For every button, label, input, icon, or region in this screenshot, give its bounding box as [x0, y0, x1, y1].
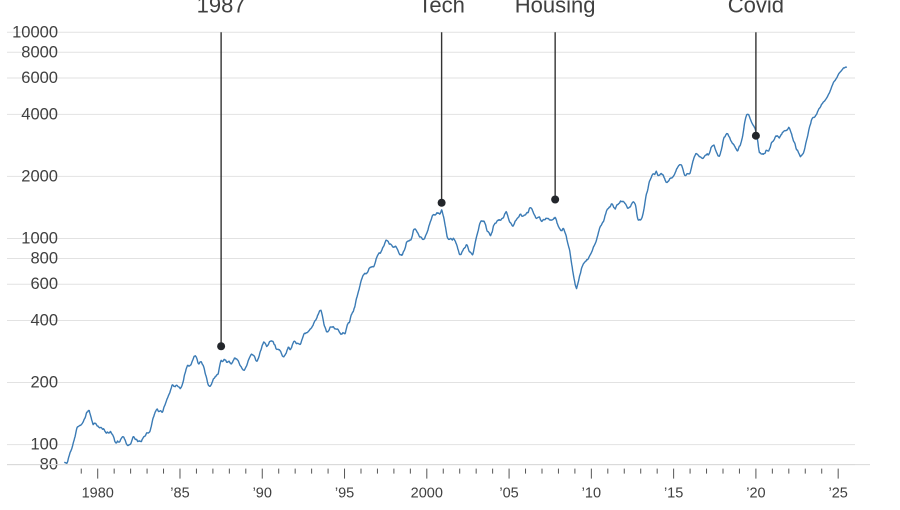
svg-text:6000: 6000	[21, 69, 58, 87]
svg-text:2000: 2000	[21, 167, 58, 185]
svg-text:4000: 4000	[21, 105, 58, 123]
svg-text:’20: ’20	[746, 486, 765, 502]
svg-text:’10: ’10	[582, 486, 601, 502]
svg-text:400: 400	[30, 312, 58, 330]
svg-text:8000: 8000	[21, 43, 58, 61]
svg-text:2000: 2000	[411, 486, 443, 502]
svg-text:Covid: Covid	[728, 0, 784, 18]
svg-text:Housing: Housing	[515, 0, 596, 18]
svg-text:’95: ’95	[335, 486, 354, 502]
svg-text:’85: ’85	[170, 486, 189, 502]
svg-text:’90: ’90	[253, 486, 272, 502]
svg-text:’05: ’05	[499, 486, 518, 502]
svg-text:800: 800	[30, 249, 58, 267]
svg-text:1987: 1987	[197, 0, 246, 18]
svg-text:100: 100	[30, 436, 58, 454]
svg-text:200: 200	[30, 374, 58, 392]
svg-text:600: 600	[30, 275, 58, 293]
svg-text:10000: 10000	[12, 23, 58, 41]
svg-text:’25: ’25	[828, 486, 847, 502]
svg-text:Tech: Tech	[418, 0, 464, 18]
svg-text:1980: 1980	[82, 486, 114, 502]
svg-text:’15: ’15	[664, 486, 683, 502]
svg-text:1000: 1000	[21, 229, 58, 247]
